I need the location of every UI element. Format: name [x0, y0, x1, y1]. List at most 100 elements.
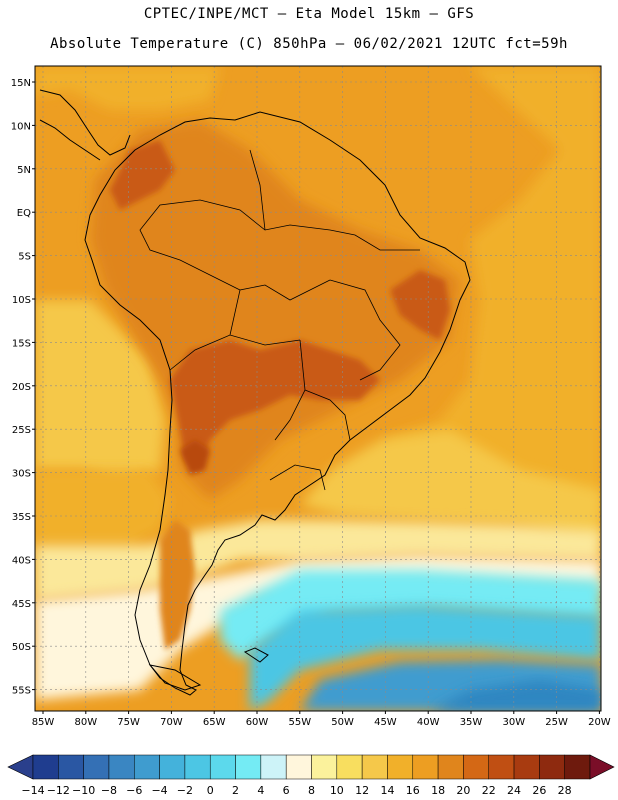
colorbar-swatch [159, 754, 186, 780]
colorbar: −14 −12 −10 −8 −6 −4 −2 0 2 4 6 8 10 12 14 16 18 20 22 24 26… [7, 754, 615, 797]
colorbar-swatch [184, 754, 211, 780]
colorbar-label: 4 [257, 784, 264, 797]
graticule [35, 66, 601, 711]
latitude-label: EQ [17, 208, 31, 219]
colorbar-label: 12 [355, 784, 369, 797]
longitude-label: 20W [588, 717, 611, 728]
colorbar-label: −10 [72, 784, 95, 797]
colorbar-swatch [336, 754, 363, 780]
latitude-label: 45S [12, 599, 31, 610]
colorbar-swatch [235, 754, 262, 780]
colorbar-swatch [437, 754, 464, 780]
title-line-2: Absolute Temperature (C) 850hPa – 06/02/… [50, 36, 568, 52]
field-hot-core-northeast [390, 270, 450, 340]
longitude-labels: 85W 80W 75W 70W 65W 60W 55W 50W 45W 40W 35W 30W 25W 2… [32, 711, 611, 728]
latitude-label: 25S [12, 425, 31, 436]
south-america-coast [84, 111, 471, 696]
longitude-label: 70W [160, 717, 183, 728]
colorbar-label: 26 [532, 784, 546, 797]
field-gold-pacific-south [35, 470, 170, 545]
title-line-1: CPTEC/INPE/MCT – Eta Model 15km – GFS [143, 6, 475, 22]
longitude-label: 40W [417, 717, 440, 728]
colorbar-label: 8 [308, 784, 315, 797]
colorbar-label: 0 [207, 784, 214, 797]
latitude-label: 20S [12, 382, 31, 393]
colorbar-label: 2 [232, 784, 239, 797]
field-yellow-pacific [35, 300, 165, 480]
latitude-label: 15S [12, 338, 31, 349]
colorbar-label: 22 [482, 784, 496, 797]
coastlines [39, 89, 471, 696]
colorbar-swatch [209, 754, 236, 780]
colorbar-label: 14 [380, 784, 394, 797]
colorbar-swatch [285, 754, 312, 780]
colorbar-swatch [134, 754, 160, 780]
longitude-label: 45W [374, 717, 397, 728]
longitude-label: 80W [74, 717, 97, 728]
latitude-label: 35S [12, 512, 31, 523]
longitude-label: 65W [203, 717, 226, 728]
longitude-label: 85W [32, 717, 55, 728]
colorbar-swatch [311, 754, 338, 780]
latitude-labels: 15N 10N 5N EQ 5S 10S 15S 20S 25S 30S 35S 40S 45S 50S 5… [11, 78, 35, 697]
longitude-label: 60W [246, 717, 269, 728]
colorbar-swatch [463, 754, 489, 780]
colorbar-swatch [361, 754, 388, 780]
colorbar-under-arrow [7, 754, 34, 780]
colorbar-swatch [32, 754, 59, 780]
colorbar-label: −4 [151, 784, 167, 797]
colorbar-label: 18 [431, 784, 445, 797]
temperature-field [35, 66, 601, 711]
colorbar-label: −14 [21, 784, 44, 797]
field-gold-east [380, 66, 601, 520]
falkland-islands [243, 647, 269, 663]
latitude-label: 15N [11, 78, 31, 89]
colorbar-swatch [387, 754, 414, 780]
latitude-label: 50S [12, 642, 31, 653]
colorbar-label: 24 [507, 784, 521, 797]
colorbar-label: −2 [177, 784, 193, 797]
colorbar-swatch [412, 754, 439, 780]
latitude-label: 5N [17, 165, 31, 176]
colorbar-swatch [83, 754, 110, 780]
latitude-label: 55S [12, 686, 31, 697]
colorbar-swatch [564, 754, 591, 780]
field-hot-core-chaco [180, 440, 210, 475]
colorbar-label: 6 [283, 784, 290, 797]
colorbar-label: 10 [330, 784, 344, 797]
field-caribbean [35, 66, 220, 110]
colorbar-swatch [58, 754, 84, 780]
colorbar-swatch [513, 754, 540, 780]
country-borders [139, 149, 420, 491]
map-frame [34, 65, 602, 712]
longitude-label: 30W [502, 717, 525, 728]
colorbar-label: 16 [406, 784, 420, 797]
latitude-label: 10S [12, 295, 31, 306]
field-hot-core-north [110, 140, 175, 210]
central-america-coast [39, 89, 131, 161]
colorbar-label: −12 [47, 784, 70, 797]
latitude-label: 30S [12, 469, 31, 480]
colorbar-swatch [108, 754, 135, 780]
field-hot-core-andes [170, 340, 380, 470]
colorbar-label: 20 [456, 784, 470, 797]
tierra-del-fuego [148, 664, 202, 691]
field-deep-blue [430, 680, 601, 711]
field-aqua [220, 570, 601, 660]
colorbar-swatch [260, 754, 287, 780]
colorbar-over-arrow [589, 754, 615, 780]
longitude-label: 50W [331, 717, 354, 728]
longitude-label: 35W [460, 717, 483, 728]
field-cyan [250, 605, 601, 711]
latitude-label: 5S [18, 252, 31, 263]
colorbar-label: −8 [101, 784, 117, 797]
colorbar-swatch [488, 754, 515, 780]
longitude-label: 25W [545, 717, 568, 728]
colorbar-swatch [539, 754, 565, 780]
field-yellow-southeast [300, 430, 601, 540]
longitude-label: 55W [288, 717, 311, 728]
colorbar-label: 28 [558, 784, 572, 797]
latitude-label: 10N [11, 121, 31, 132]
longitude-label: 75W [117, 717, 140, 728]
